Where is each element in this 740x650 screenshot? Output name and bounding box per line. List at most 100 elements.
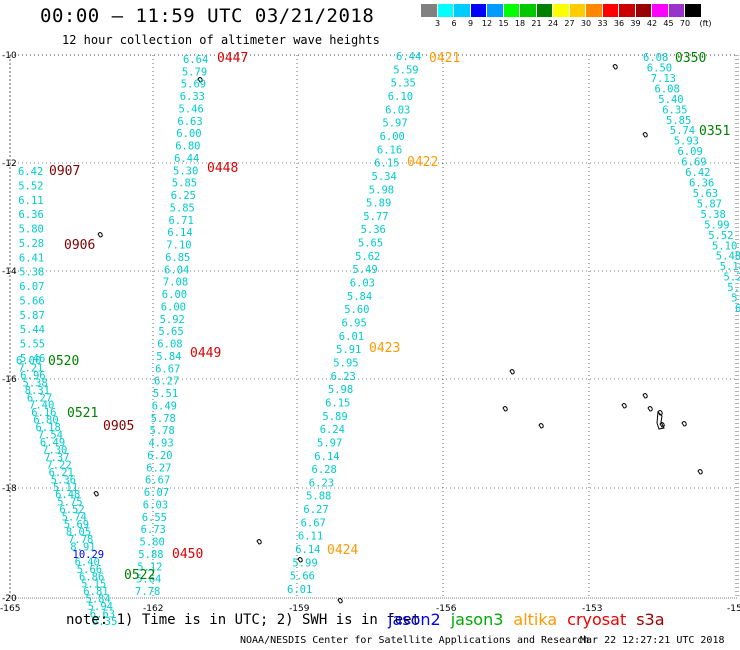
island-outline: [97, 232, 103, 238]
wave-height-value: 5.64: [136, 574, 161, 586]
wave-height-value: 5.95: [333, 358, 358, 370]
wave-height-value: 5.38: [19, 267, 44, 279]
wave-height-value: 5.51: [153, 388, 178, 400]
longitude-labels: -165 -162 -159 -156 -153 -15: [0, 604, 740, 614]
wave-height-value: 6.69: [681, 157, 706, 169]
wave-height-value: 6.67: [155, 363, 180, 375]
wave-height-value: 6.03: [143, 499, 168, 511]
wave-height-value: 7.78: [135, 586, 160, 598]
latitude-label: -10: [2, 51, 17, 61]
pass-time-label: 0350: [675, 51, 706, 66]
wave-height-value: 6.80: [33, 415, 58, 427]
pass-time-label: 0522: [124, 568, 155, 583]
latitude-label: -16: [2, 375, 17, 385]
wave-height-value: 6.42: [685, 167, 710, 179]
wave-height-value: 6.14: [295, 544, 320, 556]
wave-height-value: 5.93: [727, 282, 740, 294]
legend-swatch: [470, 4, 487, 17]
wave-height-value: 6.08: [655, 83, 680, 95]
satellite-passes: 6.645.795.696.335.466.636.006.806.445.30…: [16, 51, 740, 628]
island-outline: [642, 132, 648, 138]
wave-height-value: 5.44: [20, 324, 45, 336]
wave-height-value: 6.25: [171, 190, 196, 202]
wave-height-value: 6.44: [174, 153, 199, 165]
wave-height-value: 6.63: [177, 116, 202, 128]
wave-height-value: 5.84: [86, 594, 111, 606]
wave-height-value: 5.40: [658, 94, 683, 106]
wave-height-value: 5.99: [292, 557, 317, 569]
wave-height-value: 5.52: [18, 180, 43, 192]
wave-height-value: 8.05: [66, 527, 91, 539]
island-outlines: [93, 64, 703, 604]
wave-height-value: 5.48: [716, 251, 740, 263]
wave-height-value: 5.11: [53, 482, 78, 494]
wave-height-value: 6.: [735, 303, 740, 315]
wave-height-value: 7.10: [166, 240, 191, 252]
map-grid: [9, 54, 739, 599]
wave-height-value: 6.63: [90, 609, 115, 621]
wave-height-value: 6.80: [175, 141, 200, 153]
wave-height-value: 5.38: [701, 209, 726, 221]
island-outline: [509, 369, 515, 375]
wave-height-value: 6.44: [396, 51, 421, 63]
wave-height-value: 5.89: [322, 411, 347, 423]
longitude-label: -162: [143, 604, 163, 614]
longitude-label: -159: [289, 604, 310, 614]
note-text: note: 1) Time is in UTC; 2) SWH is in fe…: [66, 612, 421, 628]
wave-height-value: 6.36: [689, 178, 714, 190]
wave-height-value: 6.07: [19, 281, 44, 293]
wave-height-value: 7.40: [29, 400, 54, 412]
legend-label: 3: [434, 19, 441, 28]
wave-height-value: 5.66: [77, 564, 102, 576]
wave-height-value: 6.23: [309, 477, 334, 489]
island-outline: [681, 421, 687, 427]
wave-height-value: 5.30: [173, 165, 198, 177]
pass-time-label: 0521: [67, 406, 98, 421]
wave-height-value: 6.64: [183, 54, 208, 66]
wave-height-value: 6.67: [301, 517, 326, 529]
wave-height-value: 6.27: [154, 376, 179, 388]
wave-height-value: 7.30: [42, 445, 67, 457]
wave-height-value: 5.78: [150, 425, 175, 437]
wave-height-value: 5.80: [19, 224, 44, 236]
wave-height-value: 6.36: [19, 209, 44, 221]
satellite-key: jason2 jason3 altika cryosat s3a: [388, 610, 675, 629]
wave-height-value: 6.15: [325, 397, 350, 409]
wave-height-value: 5.94: [88, 601, 113, 613]
legend-swatch: [602, 4, 619, 17]
wave-height-value: 8.31: [25, 385, 50, 397]
longitude-label: -15: [727, 604, 740, 614]
wave-height-value: 6.42: [18, 166, 43, 178]
credit-text: NOAA/NESDIS Center for Satellite Applica…: [240, 635, 590, 646]
wave-height-value: 6.20: [147, 450, 172, 462]
island-outline: [197, 77, 203, 83]
pass-time-label: 0423: [369, 341, 400, 356]
legend-unit: (ft): [699, 19, 712, 28]
satellite-key-altika: altika: [513, 610, 558, 629]
wave-height-value: 6.24: [320, 424, 345, 436]
wave-height-value: 6.23: [331, 371, 356, 383]
wave-height-value: 6.28: [312, 464, 337, 476]
wave-height-value: 6.48: [55, 489, 80, 501]
legend-swatch: [421, 4, 438, 17]
island-outline: [612, 64, 618, 70]
wave-height-value: 5.69: [64, 519, 89, 531]
wave-height-value: 5.55: [20, 339, 45, 351]
legend-label: 6: [451, 19, 457, 28]
wave-height-value: 5.36: [361, 224, 386, 236]
wave-height-value: 5.97: [382, 118, 407, 130]
legend-label: 30: [580, 19, 592, 28]
pass-time-label: 0424: [327, 543, 358, 558]
island-outline: [642, 393, 648, 399]
wave-height-value: 5.84: [347, 291, 372, 303]
wave-height-value: 6.04: [164, 264, 189, 276]
pass-time-label: 0906: [64, 238, 95, 253]
wave-height-value: 5.15: [81, 579, 106, 591]
legend-label: 39: [630, 19, 641, 28]
latitude-label: -18: [2, 484, 17, 494]
wave-height-value: 6.96: [20, 370, 45, 382]
legend-swatch: [454, 4, 471, 17]
pass-jason3: 6.007.216.965.388.316.277.406.166.806.18…: [16, 354, 155, 628]
island-outline: [538, 423, 544, 429]
